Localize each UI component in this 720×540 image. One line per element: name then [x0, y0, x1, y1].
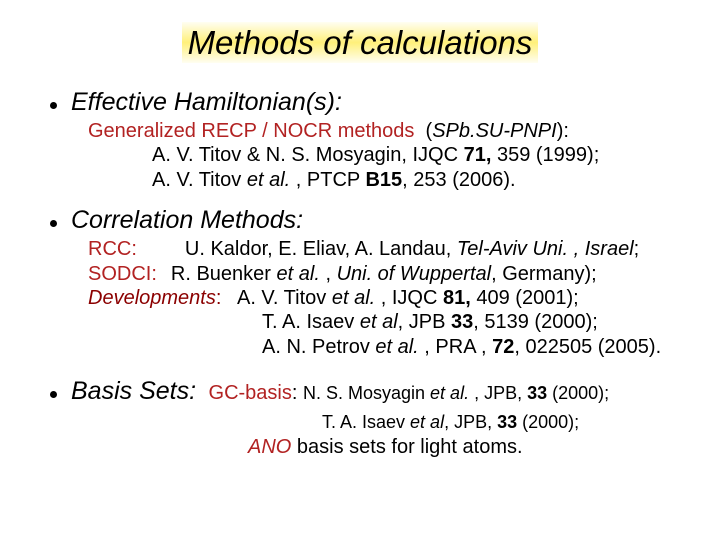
heading-correlation-methods: Correlation Methods: — [71, 206, 303, 235]
dev-r1-b: 81, — [443, 287, 476, 309]
dev-r3-mid: , PRA , — [424, 336, 492, 358]
ref2-pre: A. V. Titov — [152, 169, 247, 191]
gc-r1-b: 33 — [527, 383, 552, 403]
gc-r2-mid: , JPB, — [444, 412, 497, 432]
ano-line: ANO basis sets for light atoms. — [88, 435, 523, 460]
gc-r1-post: (2000); — [552, 383, 609, 403]
heading-effective-hamiltonian: Effective Hamiltonian(s): — [71, 88, 342, 117]
basis-continuation: T. A. Isaev et al, JPB, 33 (2000); ANO b… — [88, 410, 690, 460]
rcc-refs: U. Kaldor, E. Eliav, A. Landau, — [185, 238, 457, 260]
developments-label: Developments — [88, 287, 216, 309]
ref2-mid: , PTCP — [296, 169, 366, 191]
recp-method-label: Generalized RECP / NOCR methods — [88, 120, 414, 142]
paren-close: ): — [557, 120, 569, 142]
dev-r2-post: , 5139 (2000); — [473, 311, 598, 333]
sodci-place: Uni. of Wuppertal — [337, 263, 492, 285]
dev-r2-b: 33 — [451, 311, 473, 333]
dev-r1-etal: et al. — [332, 287, 381, 309]
gc-basis-colon: : — [292, 382, 298, 404]
bullet-basis-sets: Basis Sets: GC-basis: N. S. Mosyagin et … — [50, 377, 690, 406]
sub-effective-hamiltonian: Generalized RECP / NOCR methods (SPb.SU-… — [88, 119, 690, 192]
sodci-tail: , Germany); — [491, 263, 597, 285]
rcc-tail: ; — [634, 238, 640, 260]
gc-r1-etal: et al. — [430, 383, 474, 403]
bullet-dot-icon — [50, 220, 57, 227]
ref2-etal: et al. — [247, 169, 296, 191]
dev-r2-pre: T. A. Isaev — [262, 311, 360, 333]
sodci-mid: , — [325, 263, 336, 285]
heading-basis-sets: Basis Sets: — [71, 377, 196, 405]
gc-r2: T. A. Isaev et al, JPB, 33 (2000); — [88, 410, 579, 435]
gc-r1-pre: N. S. Mosyagin — [303, 383, 430, 403]
recp-ref-2: A. V. Titov et al. , PTCP B15, 253 (2006… — [88, 168, 516, 192]
bullet-dot-icon — [50, 102, 57, 109]
ano-label: ANO — [248, 436, 291, 458]
ref2-post: , 253 (2006). — [402, 169, 515, 191]
dev-r2-mid: , JPB — [398, 311, 451, 333]
gc-basis-block: GC-basis: N. S. Mosyagin et al. , JPB, 3… — [209, 382, 610, 404]
dev-r3: A. N. Petrov et al. , PRA , 72, 022505 (… — [88, 335, 661, 359]
ref1-pre: A. V. Titov & N. S. Mosyagin, IJQC — [152, 144, 464, 166]
bullet-effective-hamiltonian: Effective Hamiltonian(s): — [50, 88, 690, 117]
sodci-label: SODCI: — [88, 263, 157, 285]
sodci-etal: et al. — [277, 263, 326, 285]
ref1-bold: 71, — [464, 144, 497, 166]
bullet-dot-icon — [50, 391, 57, 398]
gc-r1: N. S. Mosyagin et al. , JPB, 33 (2000); — [303, 383, 609, 403]
gc-r2-b: 33 — [497, 412, 522, 432]
dev-r1-post: 409 (2001); — [476, 287, 578, 309]
recp-ref-1: A. V. Titov & N. S. Mosyagin, IJQC 71, 3… — [88, 143, 599, 167]
dev-r3-pre: A. N. Petrov — [262, 336, 375, 358]
slide-title: Methods of calculations — [30, 24, 690, 62]
gc-r2-pre: T. A. Isaev — [322, 412, 410, 432]
dev-r3-b: 72 — [492, 336, 514, 358]
dev-r3-post: , 022505 (2005). — [514, 336, 661, 358]
paren-open: ( — [414, 120, 432, 142]
dev-r1-mid: , IJQC — [381, 287, 443, 309]
dev-r1-pre: A. V. Titov — [221, 287, 331, 309]
gc-r1-mid: , JPB, — [474, 383, 527, 403]
gc-r2-etal: et al — [410, 412, 444, 432]
rcc-place: Tel-Aviv Uni. , Israel — [457, 238, 634, 260]
dev-r2: T. A. Isaev et al, JPB 33, 5139 (2000); — [88, 310, 598, 334]
gc-r2-post: (2000); — [522, 412, 579, 432]
gc-basis-label: GC-basis — [209, 382, 292, 404]
slide: Methods of calculations Effective Hamilt… — [0, 0, 720, 540]
bullet-correlation-methods: Correlation Methods: — [50, 206, 690, 235]
ref1-post: 359 (1999); — [497, 144, 599, 166]
dev-r3-etal: et al. — [375, 336, 424, 358]
ano-text: basis sets for light atoms. — [291, 436, 522, 458]
slide-title-text: Methods of calculations — [182, 22, 539, 63]
sub-correlation-methods: RCC: U. Kaldor, E. Eliav, A. Landau, Tel-… — [88, 237, 690, 359]
rcc-label: RCC: — [88, 238, 137, 260]
recp-source: SPb.SU-PNPI — [432, 120, 556, 142]
basis-sets-line: Basis Sets: GC-basis: N. S. Mosyagin et … — [71, 377, 609, 406]
ref2-bold: B15 — [365, 169, 402, 191]
sodci-refs: R. Buenker — [171, 263, 277, 285]
dev-r2-etal: et al — [360, 311, 398, 333]
